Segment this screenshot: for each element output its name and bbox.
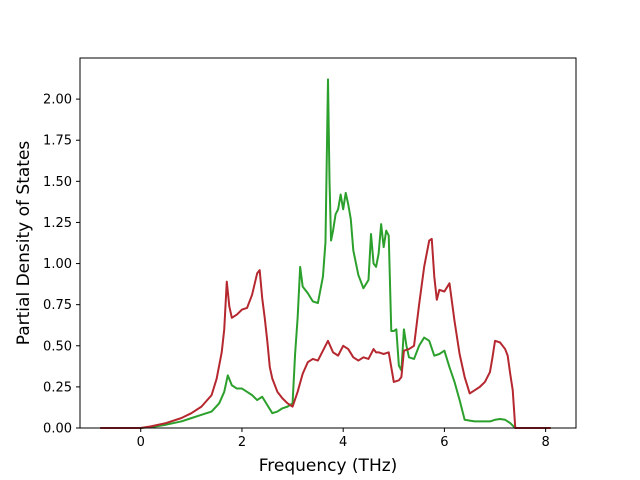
y-tick-label: 0.25 (43, 380, 72, 395)
y-tick-label: 1.50 (43, 175, 72, 190)
y-tick-label: 0.75 (43, 298, 72, 313)
y-tick-label: 1.25 (43, 216, 72, 231)
x-tick-label: 4 (339, 435, 347, 450)
x-tick-label: 2 (238, 435, 246, 450)
y-tick-label: 0.50 (43, 339, 72, 354)
series-line-1 (100, 78, 551, 429)
x-tick-label: 8 (541, 435, 549, 450)
y-tick-label: 1.75 (43, 134, 72, 149)
x-axis-label: Frequency (THz) (259, 456, 398, 476)
y-tick-label: 2.00 (43, 93, 72, 108)
x-tick-label: 6 (440, 435, 448, 450)
x-axis-ticks: 0 2 4 6 8 (137, 428, 550, 450)
y-tick-label: 0.00 (43, 422, 72, 437)
x-tick-label: 0 (137, 435, 145, 450)
y-tick-label: 1.00 (43, 257, 72, 272)
series-layer (100, 78, 551, 429)
y-axis-ticks: 0.00 0.25 0.50 0.75 1.00 1.25 1.50 1.75 2.00 (43, 93, 80, 437)
series-line-2 (100, 237, 551, 429)
plot-frame (79, 57, 577, 429)
y-axis-label: Partial Density of States (14, 141, 34, 346)
